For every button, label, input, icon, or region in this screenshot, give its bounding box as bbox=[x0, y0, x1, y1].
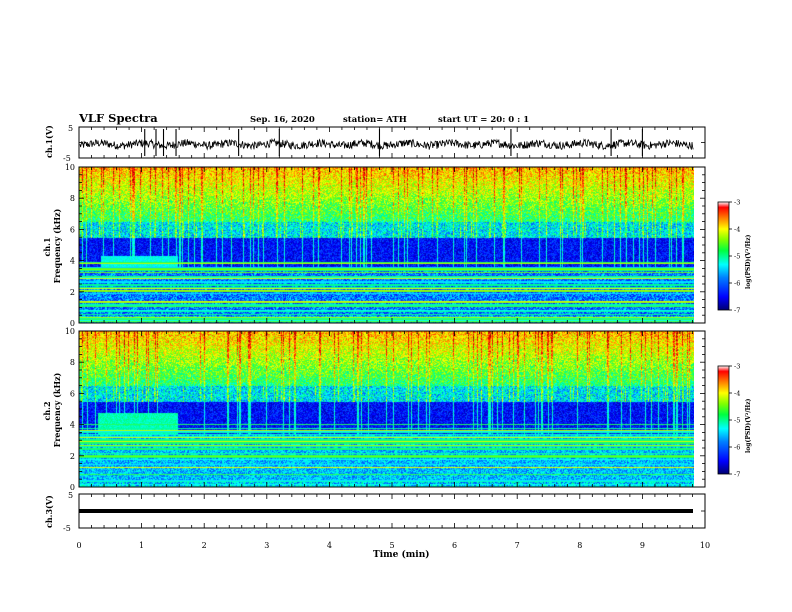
ch1-spec-ylabel-channel: ch.1 bbox=[42, 237, 52, 256]
y-tick-label: 6 bbox=[70, 225, 75, 234]
date-label: Sep. 16, 2020 bbox=[250, 115, 315, 125]
ch3-axis-ticks bbox=[78, 493, 706, 529]
x-tick-label: 3 bbox=[264, 541, 269, 550]
station-label: station= ATH bbox=[343, 115, 407, 125]
ch1-ytick-top: 5 bbox=[68, 124, 73, 133]
y-tick-label: 0 bbox=[70, 319, 75, 328]
x-tick-label: 9 bbox=[640, 541, 645, 550]
y-tick-label: 2 bbox=[70, 452, 75, 461]
y-tick-label: 4 bbox=[70, 421, 75, 430]
ch1-trace-line bbox=[79, 137, 694, 151]
ch2-spec-ylabel-freq: Frequency (kHz) bbox=[52, 372, 62, 447]
y-tick-label: 8 bbox=[70, 358, 75, 367]
ch1-ylabel: ch.1(V) bbox=[44, 125, 54, 158]
x-tick-label: 8 bbox=[577, 541, 582, 550]
ch1-spec-ylabel-freq: Frequency (kHz) bbox=[52, 208, 62, 283]
ch2-spec-ylabel-channel: ch.2 bbox=[42, 401, 52, 420]
ch1-spectrogram-image bbox=[79, 167, 694, 323]
start-time-label: start UT = 20: 0 : 1 bbox=[438, 115, 529, 125]
figure-title: VLF Spectra bbox=[78, 111, 158, 125]
colorbar-tick-label: -5 bbox=[734, 253, 740, 261]
ch2-spectrogram-ticks: 0 2 4 6 8 10 bbox=[65, 327, 706, 492]
y-tick-label: 10 bbox=[65, 327, 75, 336]
x-tick-label: 6 bbox=[452, 541, 457, 550]
ch1-ytick-bottom: -5 bbox=[63, 154, 71, 163]
ch3-ytick-bottom: -5 bbox=[63, 524, 71, 533]
colorbar-tick-label: -7 bbox=[734, 471, 740, 479]
time-axis-title: Time (min) bbox=[373, 549, 430, 560]
x-tick-label: 2 bbox=[202, 541, 207, 550]
ch1-waveform-panel: 5 -5 ch.1(V) bbox=[44, 124, 706, 163]
colorbar-tick-label: -6 bbox=[734, 280, 740, 288]
ch2-colorbar bbox=[717, 365, 730, 475]
y-tick-label: 4 bbox=[70, 257, 75, 266]
ch3-ylabel: ch.3(V) bbox=[44, 495, 54, 528]
x-tick-label: 0 bbox=[76, 541, 81, 550]
ch3-waveform-trace bbox=[79, 509, 693, 513]
x-tick-label: 5 bbox=[389, 541, 394, 550]
y-tick-label: 2 bbox=[70, 288, 75, 297]
ch3-ytick-top: 5 bbox=[68, 491, 73, 500]
colorbar-tick-label: -6 bbox=[734, 444, 740, 452]
y-tick-label: 10 bbox=[65, 163, 75, 172]
y-tick-label: 6 bbox=[70, 389, 75, 398]
ch1-axis-ticks bbox=[78, 126, 706, 159]
y-tick-label: 0 bbox=[70, 483, 75, 492]
ch2-colorbar-label: log(PSD)(V²/Hz) bbox=[745, 398, 752, 453]
ch2-colorbar-ticks: -3 -4 -5 -6 -7 bbox=[729, 363, 740, 479]
ch1-colorbar bbox=[717, 201, 730, 311]
time-axis-labels: 0 1 2 3 4 5 6 7 8 9 10 bbox=[76, 541, 710, 550]
x-tick-label: 4 bbox=[327, 541, 332, 550]
ch1-waveform-trace bbox=[79, 129, 694, 156]
colorbar-tick-label: -3 bbox=[734, 363, 740, 371]
colorbar-tick-label: -5 bbox=[734, 417, 740, 425]
x-tick-label: 10 bbox=[700, 541, 710, 550]
ch1-colorbar-label: log(PSD)(V²/Hz) bbox=[745, 234, 752, 289]
ch3-waveform-panel: 5 -5 ch.3(V) 0 1 2 3 4 5 6 7 8 9 10 Time (min) bbox=[44, 491, 710, 560]
x-tick-label: 1 bbox=[139, 541, 144, 550]
y-tick-label: 8 bbox=[70, 194, 75, 203]
ch2-spectrogram-image bbox=[79, 331, 694, 487]
colorbar-tick-label: -7 bbox=[734, 307, 740, 315]
ch1-colorbar-ticks: -3 -4 -5 -6 -7 bbox=[729, 199, 740, 315]
x-tick-label: 7 bbox=[515, 541, 520, 550]
ch1-spectrogram-ticks: 0 2 4 6 8 10 bbox=[65, 163, 706, 328]
colorbar-tick-label: -4 bbox=[734, 390, 740, 398]
colorbar-tick-label: -4 bbox=[734, 226, 740, 234]
colorbar-tick-label: -3 bbox=[734, 199, 740, 207]
